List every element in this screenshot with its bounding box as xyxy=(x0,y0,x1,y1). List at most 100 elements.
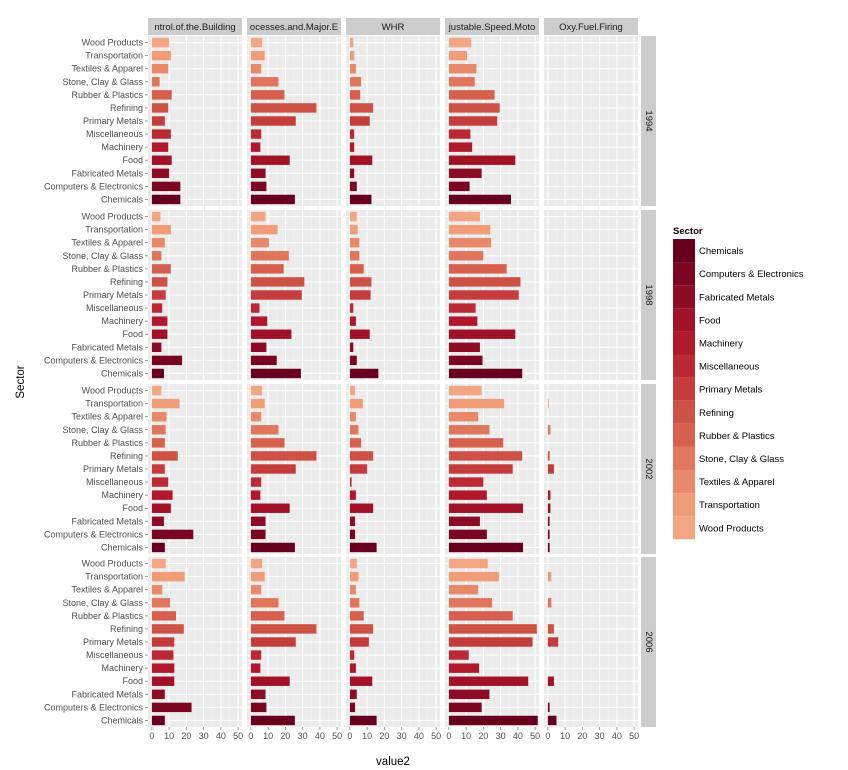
bar xyxy=(448,542,524,553)
x-tick-label: 30 xyxy=(298,731,308,741)
x-tick-label: 50 xyxy=(431,731,441,741)
bar xyxy=(349,584,356,595)
bar xyxy=(250,155,290,165)
bar xyxy=(151,663,175,673)
bar xyxy=(151,411,167,422)
facet-panel xyxy=(148,36,242,206)
bar xyxy=(250,355,277,366)
bar xyxy=(448,63,477,74)
facet-panel xyxy=(445,557,539,727)
legend-swatch xyxy=(673,423,695,447)
y-tick-label: Miscellaneous xyxy=(86,650,144,660)
bar xyxy=(250,316,268,326)
bar xyxy=(151,584,163,595)
column-strip xyxy=(346,18,440,35)
y-tick-label: Textiles & Apparel xyxy=(71,238,143,248)
facet-panel xyxy=(544,557,638,727)
bar xyxy=(448,264,507,274)
bar xyxy=(448,637,533,647)
x-tick-label: 30 xyxy=(595,731,605,741)
y-tick-label: Machinery xyxy=(101,316,143,326)
bar xyxy=(250,90,285,100)
bar xyxy=(448,663,480,673)
bar xyxy=(448,702,482,713)
legend-label: Transportation xyxy=(699,500,760,511)
y-tick-label: Refining xyxy=(110,277,143,287)
legend-label: Rubber & Plastics xyxy=(699,431,775,442)
legend-swatch xyxy=(673,308,695,332)
column-strip-label: ntrol.of.the.Building xyxy=(154,22,235,33)
row-strip-label: 2002 xyxy=(643,458,654,479)
bar xyxy=(448,103,500,113)
bar xyxy=(250,624,317,634)
facet-panel xyxy=(445,210,539,380)
bar xyxy=(151,398,180,409)
bar xyxy=(151,464,165,474)
bar xyxy=(349,237,360,248)
y-tick-label: Computers & Electronics xyxy=(44,355,144,365)
x-tick-label: 50 xyxy=(233,731,243,741)
x-tick-label: 10 xyxy=(164,731,174,741)
bar xyxy=(151,624,184,634)
legend-label: Machinery xyxy=(699,338,743,349)
legend-label: Miscellaneous xyxy=(699,362,759,373)
bar xyxy=(547,529,550,540)
x-tick-label: 40 xyxy=(612,731,622,741)
y-tick-label: Computers & Electronics xyxy=(44,181,144,191)
bar xyxy=(250,264,284,274)
bar xyxy=(349,251,360,261)
bar xyxy=(151,571,185,582)
y-tick-label: Primary Metals xyxy=(83,116,144,126)
bar xyxy=(250,425,279,435)
y-tick-label: Computers & Electronics xyxy=(44,529,144,539)
legend-swatch xyxy=(673,354,695,378)
legend: Sector Chemicals Computers & Electronics F… xyxy=(673,226,804,540)
bar xyxy=(448,624,537,634)
x-tick-label: 0 xyxy=(248,731,253,741)
bar xyxy=(448,584,479,595)
bar xyxy=(349,329,370,339)
bar xyxy=(349,385,356,396)
bar xyxy=(448,715,538,726)
y-tick-label: Stone, Clay & Glass xyxy=(62,251,143,261)
y-tick-label: Food xyxy=(122,676,143,686)
bar xyxy=(349,558,357,569)
y-tick-label: Textiles & Apparel xyxy=(71,412,143,422)
bar xyxy=(250,516,266,527)
y-tick-label: Machinery xyxy=(101,490,143,500)
bar xyxy=(349,542,377,553)
legend-swatch xyxy=(673,400,695,424)
bar xyxy=(250,211,266,222)
y-tick-label: Stone, Clay & Glass xyxy=(62,77,143,87)
bar xyxy=(448,116,498,126)
bar xyxy=(349,303,354,313)
x-tick-label: 10 xyxy=(461,731,471,741)
bar xyxy=(349,715,377,726)
bar xyxy=(349,637,369,647)
x-tick-label: 50 xyxy=(629,731,639,741)
bar xyxy=(250,464,296,474)
legend-label: Fabricated Metals xyxy=(699,292,775,303)
bar xyxy=(151,103,169,113)
bar xyxy=(151,194,181,205)
bar xyxy=(349,702,356,713)
legend-swatch xyxy=(673,239,695,263)
facet-panel xyxy=(247,384,341,554)
bar xyxy=(250,50,265,61)
bar xyxy=(151,290,166,300)
bar xyxy=(448,277,521,287)
bar xyxy=(151,90,172,100)
column-strip-label: ocesses.and.Major.E xyxy=(250,22,338,33)
bar xyxy=(151,451,178,461)
row-strip xyxy=(641,384,656,554)
legend-swatch xyxy=(673,516,695,540)
bar xyxy=(151,329,168,339)
legend-swatch xyxy=(673,285,695,309)
bar xyxy=(349,425,359,435)
bar xyxy=(547,464,554,474)
bar xyxy=(448,181,470,192)
bar xyxy=(448,571,499,582)
bar xyxy=(448,355,483,366)
bar xyxy=(448,411,479,422)
